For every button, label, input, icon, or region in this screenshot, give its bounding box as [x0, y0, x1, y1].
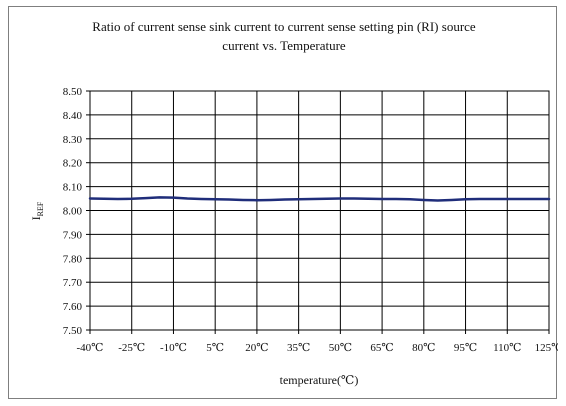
y-tick-label: 7.60: [63, 301, 83, 313]
x-tick-label: 20℃: [245, 342, 268, 354]
y-tick-label: 8.50: [63, 86, 83, 98]
x-tick-label: 50℃: [329, 342, 352, 354]
chart-title-line-2: current vs. Temperature: [222, 38, 346, 53]
y-tick-label: 8.40: [63, 110, 83, 122]
x-tick-label: 80℃: [412, 342, 435, 354]
y-tick-label: 7.70: [63, 277, 83, 289]
y-axis-ticks: 7.50 7.60 7.70 7.80 7.90 8.00 8.10 8.20 8.30 8.40…: [63, 86, 90, 337]
y-axis-title: IREF: [29, 201, 45, 220]
x-tick-label: 5℃: [206, 342, 224, 354]
chart-frame: Ratio of current sense sink current to c…: [8, 6, 558, 399]
x-tick-label: -25℃: [118, 342, 145, 354]
x-tick-label: 35℃: [287, 342, 310, 354]
y-tick-label: 8.00: [63, 206, 83, 218]
chart-title-line-1: Ratio of current sense sink current to c…: [92, 19, 476, 34]
x-axis-title: temperature(℃): [280, 373, 359, 387]
y-axis-title-subscript: REF: [36, 201, 45, 216]
y-tick-label: 8.20: [63, 158, 83, 170]
y-axis-title-main: I: [29, 216, 43, 220]
y-tick-label: 8.10: [63, 182, 83, 194]
x-tick-label: 95℃: [454, 342, 477, 354]
x-tick-label: -40℃: [77, 342, 104, 354]
x-tick-label: -10℃: [160, 342, 187, 354]
x-tick-label: 65℃: [370, 342, 393, 354]
y-tick-label: 7.90: [63, 229, 83, 241]
series-line: [88, 196, 551, 202]
y-tick-label: 7.80: [63, 253, 83, 265]
y-tick-label: 7.50: [63, 325, 83, 337]
chart: Ratio of current sense sink current to c…: [29, 19, 558, 387]
series-layer: [88, 196, 551, 202]
x-tick-label: 125℃: [535, 342, 558, 354]
x-axis-ticks: -40℃ -25℃ -10℃ 5℃ 20℃ 35℃ 50℃ 65℃ 80℃ 95℃ 110℃ 125℃: [77, 330, 558, 354]
x-tick-label: 110℃: [493, 342, 521, 354]
y-tick-label: 8.30: [63, 134, 83, 146]
grid: [90, 91, 549, 330]
